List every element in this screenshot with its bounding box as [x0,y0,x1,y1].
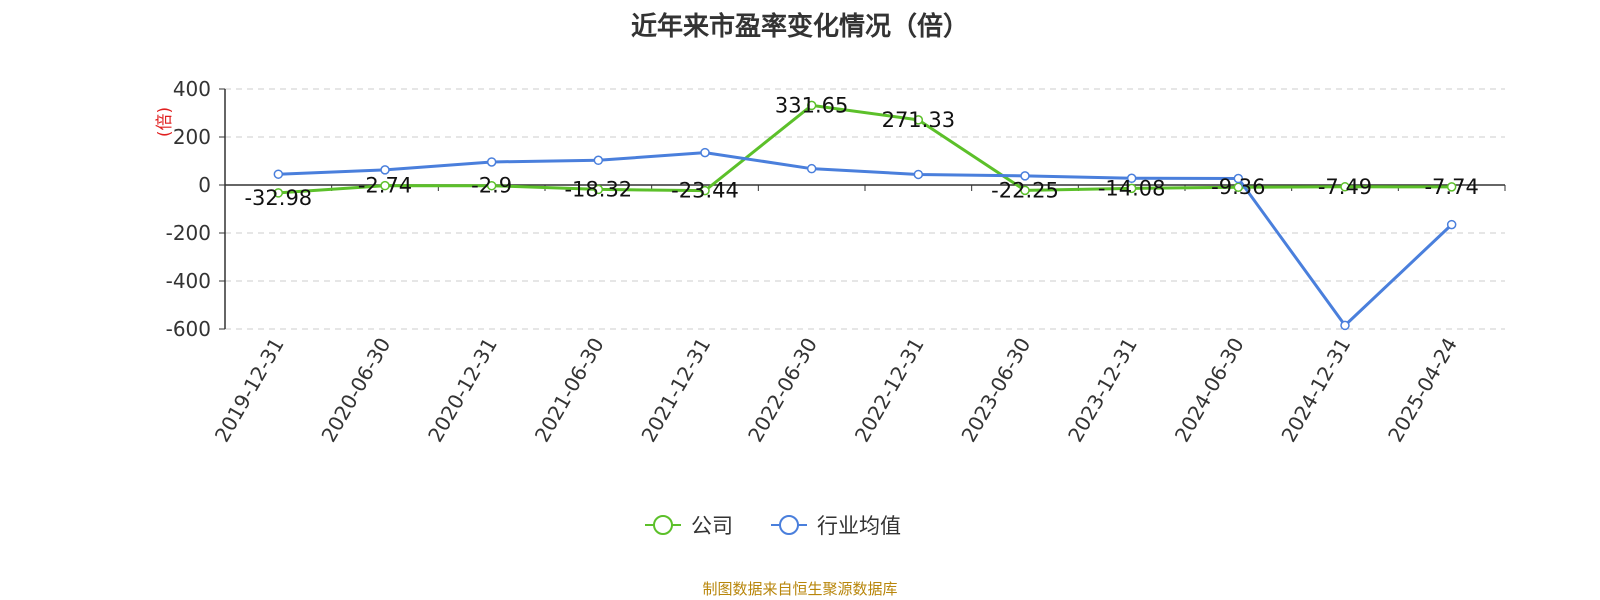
x-tick-label: 2021-06-30 [530,334,609,447]
data-point [1126,173,1137,184]
x-tick-label: 2024-12-31 [1276,334,1355,447]
y-tick-label: 200 [173,125,211,149]
data-label: -22.25 [991,178,1059,202]
data-point [273,169,284,179]
chart-title: 近年来市盈率变化情况（倍） [630,12,969,42]
data-point [1020,185,1030,196]
y-tick-label: -200 [166,221,211,245]
data-label: 271.33 [882,108,955,132]
x-tick-label: 2020-06-30 [316,334,395,447]
x-tick-label: 2021-12-31 [636,334,715,447]
data-label: -7.49 [1318,175,1372,199]
data-label: -18.32 [564,177,632,201]
data-point [1446,182,1457,192]
data-point [1126,183,1137,194]
data-label: -2.74 [358,174,412,198]
y-axis-label: (倍) [155,107,175,137]
legend-label: 公司 [691,514,733,538]
data-point [913,115,924,125]
data-point [593,184,604,195]
grid-lines [225,88,1505,330]
data-point [486,157,497,167]
data-labels: -32.98 -2.74 -2.9 -18.32 -23.44 331.65 271.33 -… [244,93,1478,210]
x-tick-label: 2022-06-30 [743,334,822,447]
data-point [380,165,390,175]
data-label: -14.08 [1098,176,1166,200]
data-point [486,180,497,191]
data-point [593,155,604,166]
y-tick-label: 0 [198,173,211,197]
x-tick-label: 2023-12-31 [1063,334,1142,447]
data-label: 331.65 [775,93,848,117]
y-axis: 400 200 0 -200 -400 -600 [166,77,226,341]
x-tick-label: 2023-06-30 [956,334,1035,447]
legend-label: 行业均值 [817,514,901,538]
data-point [700,185,710,196]
data-point [1340,182,1350,192]
x-tick-label: 2022-12-31 [850,333,929,446]
data-point [273,188,284,198]
series-line [278,103,1452,195]
data-point [380,180,390,191]
data-label: -2.9 [471,174,512,198]
x-tick-label: 2020-12-31 [423,333,502,446]
data-point [700,147,710,158]
data-label: -7.74 [1424,175,1478,199]
legend-swatch-marker [653,515,673,535]
x-tick-label: 2019-12-31 [210,334,289,447]
data-point [806,163,817,174]
data-point [1233,173,1244,184]
legend-swatch-marker [779,515,799,535]
legend: 公司 行业均值 [645,514,901,538]
data-point [806,100,817,111]
data-label: -32.98 [244,186,312,210]
source-note: 制图数据来自恒生聚源数据库 [702,580,898,598]
x-tick-label: 2024-06-30 [1170,334,1249,447]
data-label: -9.36 [1211,175,1265,199]
data-point [1020,171,1030,181]
y-tick-label: -400 [166,269,211,293]
data-point [1340,320,1350,331]
data-label: -23.44 [671,179,739,203]
data-point [1446,219,1457,230]
y-tick-label: -600 [166,317,211,341]
series-layer [273,100,1457,331]
x-axis: 2019-12-31 2020-06-30 2020-12-31 2021-06-30… [210,184,1506,447]
y-tick-label: 400 [173,77,211,101]
x-tick-label: 2025-04-24 [1383,334,1462,447]
data-point [913,169,924,180]
series-line [278,151,1453,327]
